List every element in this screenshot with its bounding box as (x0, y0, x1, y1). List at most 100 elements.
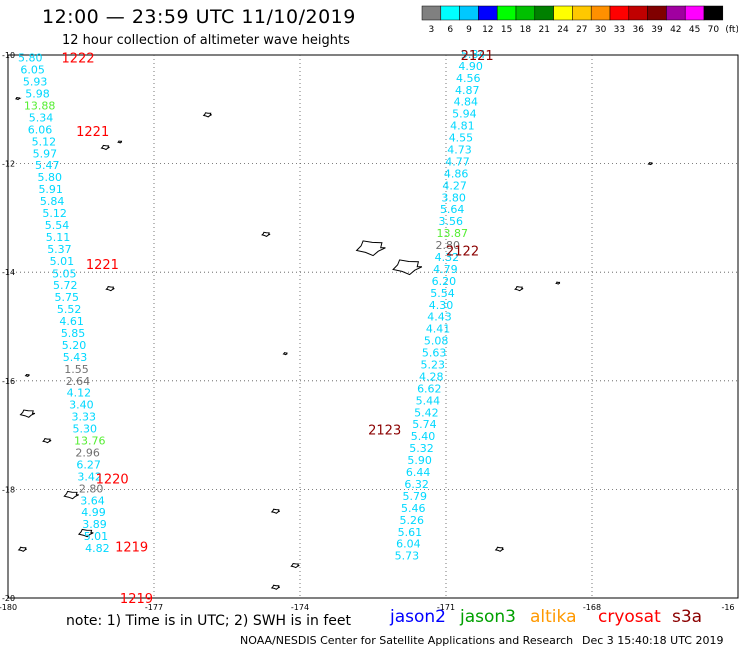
colorbar-label: 30 (595, 25, 607, 35)
island-outline (77, 528, 94, 538)
swh-value: 5.42 (414, 406, 439, 419)
swh-value: 6.44 (406, 466, 431, 479)
swh-value: 5.79 (402, 490, 427, 503)
swh-value: 5.64 (440, 203, 465, 216)
colorbar-label: 18 (520, 25, 532, 35)
pass-time-label: 1219 (120, 592, 153, 607)
swh-colorbar: 3 6 9 12 15 18 21 24 27 30 33 36 39 42 45 70 (ft) (421, 5, 738, 35)
swh-value: 3.40 (69, 399, 94, 412)
lon-tick-label: -177 (145, 603, 163, 612)
colorbar-label: 15 (501, 25, 512, 35)
swh-value: 6.20 (432, 275, 457, 288)
swh-value: 5.84 (40, 195, 65, 208)
swh-value: 4.56 (456, 72, 481, 85)
island-outline (261, 231, 271, 237)
island-outline (355, 240, 386, 257)
swh-value: 5.74 (412, 418, 437, 431)
island-outline (555, 281, 561, 285)
swh-value: 5.98 (25, 88, 50, 101)
swh-value: 5.93 (23, 76, 48, 89)
colorbar-label: 39 (651, 25, 663, 35)
swh-value: 5.85 (61, 327, 86, 340)
island-outline (17, 546, 27, 552)
island-outline (42, 438, 52, 444)
island-outline (63, 490, 79, 500)
colorbar-label: (ft) (725, 25, 738, 35)
pass-time-label: 1221 (76, 125, 109, 140)
swh-value: 6.32 (404, 478, 429, 491)
swh-value: 4.79 (433, 263, 458, 276)
swh-value: 4.86 (444, 167, 469, 180)
swh-value: 5.37 (47, 243, 71, 256)
pass-labels: 1222 1221 1221 1220 1219 1219 2121 2122 2123 (62, 49, 494, 607)
lat-lon-grid (7, 54, 739, 599)
lat-tick-label: -12 (2, 160, 15, 169)
pass-time-label: 2122 (446, 244, 479, 259)
swh-value: 5.34 (29, 111, 53, 124)
island-outline (202, 112, 212, 118)
swh-value: 5.84 (461, 48, 486, 61)
swh-value: 4.73 (447, 143, 472, 156)
swh-value: 4.55 (449, 132, 474, 145)
swh-value: 5.61 (398, 526, 423, 539)
swh-value: 4.32 (435, 251, 460, 264)
swh-value: 4.84 (454, 96, 479, 109)
pass-time-label: 1221 (86, 258, 119, 273)
swh-value: 5.97 (33, 147, 58, 160)
swh-value: 5.26 (400, 514, 425, 527)
swh-value: 2.96 (75, 446, 100, 459)
swh-value: 5.54 (45, 219, 69, 232)
swh-value: 5.94 (452, 108, 477, 121)
swh-value: 3.56 (438, 215, 463, 228)
legend-s3a: s3a (672, 607, 703, 627)
swh-value: 4.87 (455, 84, 480, 97)
lon-tick-label: -174 (291, 603, 309, 612)
lon-tick-label: -171 (437, 603, 455, 612)
island-outline (105, 286, 115, 292)
island-outline (270, 584, 281, 590)
swh-value: 5.46 (401, 502, 426, 515)
legend-altika: altika (530, 607, 577, 627)
colorbar-label: 6 (447, 25, 453, 35)
swh-value: 4.28 (419, 370, 444, 383)
swh-value: 5.11 (46, 231, 71, 244)
colorbar-label: 27 (576, 25, 587, 35)
swh-value: 13.76 (74, 435, 106, 448)
lat-tick-label: -18 (2, 485, 15, 494)
colorbar-label: 12 (482, 25, 493, 35)
swh-value: 5.54 (430, 287, 455, 300)
swh-value: 5.01 (84, 530, 109, 543)
lat-tick-label: -10 (2, 51, 15, 60)
lat-tick-label: -16 (2, 377, 15, 386)
swh-value: 5.05 (52, 267, 77, 280)
swh-value: 4.77 (445, 155, 470, 168)
swh-value: 2.80 (79, 482, 104, 495)
swh-value: 4.99 (81, 506, 106, 519)
coastlines (14, 96, 653, 590)
swh-value: 6.27 (76, 458, 101, 471)
lon-tick-label: -168 (583, 603, 601, 612)
generation-timestamp: Dec 3 15:40:18 UTC 2019 (582, 634, 724, 647)
swh-value: 4.12 (67, 387, 92, 400)
colorbar-label: 21 (538, 25, 549, 35)
swh-value: 5.91 (38, 183, 63, 196)
colorbar-label: 70 (708, 25, 720, 35)
swh-value: 3.64 (80, 494, 105, 507)
swh-value: 4.41 (426, 323, 451, 336)
map-subtitle: 12 hour collection of altimeter wave hei… (62, 33, 350, 48)
swh-value: 4.61 (59, 315, 84, 328)
map-title: 12:00 — 23:59 UTC 11/10/2019 (42, 6, 356, 28)
island-outline (290, 562, 300, 569)
island-outline (514, 286, 524, 292)
pass-time-label: 2123 (368, 424, 401, 439)
swh-value: 4.82 (85, 542, 110, 555)
colorbar-label: 42 (670, 25, 681, 35)
island-outline (24, 373, 30, 377)
legend-jason2: jason2 (390, 607, 446, 627)
swh-value: 3.89 (82, 518, 107, 531)
swh-value: 13.87 (437, 227, 469, 240)
swh-value: 4.43 (427, 311, 452, 324)
swh-value: 6.04 (396, 538, 421, 551)
colorbar-label: 24 (557, 25, 569, 35)
